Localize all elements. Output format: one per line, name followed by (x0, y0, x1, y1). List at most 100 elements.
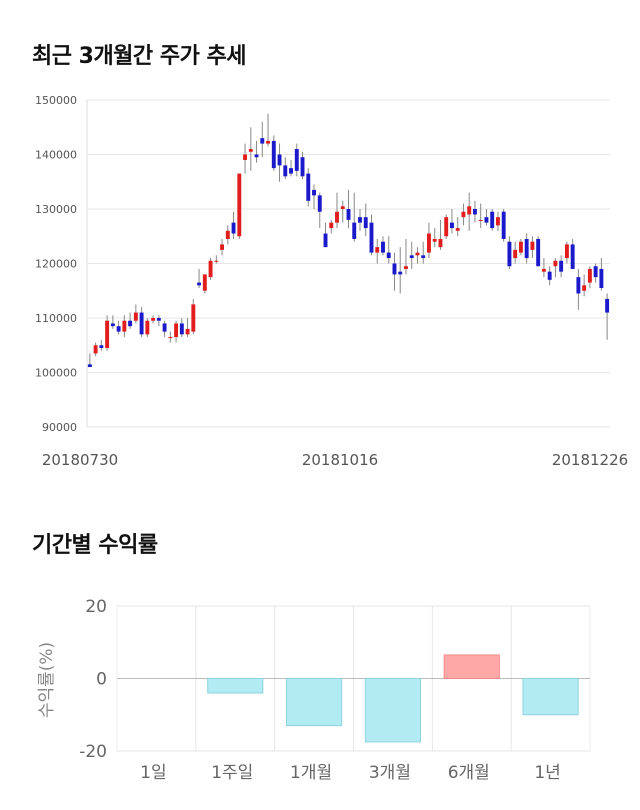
candle (231, 211, 236, 239)
candle (559, 255, 564, 278)
candle-body (455, 228, 460, 231)
candle (346, 189, 351, 229)
candle-body (404, 266, 408, 269)
candle (536, 236, 541, 267)
candle-body (283, 165, 288, 177)
candle (582, 274, 587, 297)
candle (220, 238, 225, 256)
returns-bar-chart: 20 0 -20 1일 1주일 1개월 3개월 6개월 1년 수익률(%) (37, 597, 591, 783)
candle-body (530, 241, 535, 250)
candle-body (599, 268, 604, 289)
candle-body (605, 298, 610, 313)
candle-body (335, 211, 339, 223)
candle-body (536, 238, 541, 267)
candle (553, 258, 558, 278)
y-tick-label: 120000 (35, 258, 77, 271)
candle-body (363, 217, 368, 229)
candle-body (191, 304, 196, 332)
candle-body (323, 233, 328, 248)
candle-body (248, 149, 253, 152)
candle (587, 266, 592, 289)
candle (139, 307, 144, 338)
candle (225, 225, 230, 245)
candle (392, 252, 397, 291)
y-tick-label: 140000 (35, 149, 77, 162)
candle-body (110, 323, 115, 327)
candle (513, 241, 518, 264)
candle (162, 320, 167, 338)
candle (145, 318, 150, 338)
candle (415, 247, 420, 264)
candle (243, 143, 248, 174)
candle-body (507, 241, 512, 267)
candle (363, 203, 368, 237)
candle-body (294, 149, 299, 171)
candle-body (472, 209, 477, 215)
candle-body (518, 241, 523, 253)
candle (518, 238, 523, 256)
period-returns-title: 기간별 수익률 (32, 533, 158, 558)
candle-body (231, 222, 236, 234)
candle-body (174, 323, 179, 338)
candle-body (145, 320, 150, 335)
candle-body (484, 217, 489, 223)
candle-body (271, 140, 276, 169)
candle (254, 140, 259, 163)
candle (564, 241, 569, 264)
candle-body (582, 285, 587, 291)
candle (335, 192, 339, 229)
candle (174, 320, 179, 343)
x-tick-label: 20181226 (552, 451, 628, 469)
candle-body (570, 244, 575, 269)
x-axis-ticks: 20180730 20181016 20181226 (42, 451, 628, 469)
candle-body (139, 312, 144, 335)
candle-body (225, 230, 230, 239)
candle (576, 268, 581, 310)
candle (237, 173, 242, 239)
candle (404, 238, 408, 275)
candle-body (358, 217, 362, 223)
candle-body (501, 211, 506, 239)
return-bar (207, 678, 264, 694)
candle-body (128, 320, 133, 327)
candle (352, 192, 357, 242)
candle (449, 209, 454, 234)
candle-body (162, 323, 167, 332)
candle-body (346, 209, 351, 220)
x-tick-label: 1년 (534, 763, 560, 783)
candle (323, 222, 328, 248)
y-tick-label: 100000 (35, 367, 77, 380)
bars (207, 654, 579, 743)
candle (358, 209, 362, 231)
candle-body (214, 260, 219, 262)
candle (386, 236, 391, 264)
candle-body (467, 206, 472, 215)
candle (427, 222, 431, 259)
candle (340, 200, 345, 223)
candle-body (524, 238, 529, 259)
candle (329, 219, 334, 234)
candle (398, 247, 403, 294)
candle (317, 192, 322, 229)
candle-body (93, 345, 98, 354)
candle (294, 143, 299, 177)
candle (432, 228, 437, 248)
candle (438, 219, 443, 250)
candle-body (277, 154, 282, 166)
y-axis-ticks: 150000 140000 130000 120000 110000 100000 9000… (35, 94, 77, 434)
return-bar (285, 678, 343, 727)
candlestick-chart: 150000 140000 130000 120000 110000 100000 9000… (35, 94, 628, 469)
candle (369, 214, 374, 256)
candle (105, 315, 110, 351)
candle (524, 233, 529, 264)
x-tick-label: 20180730 (42, 451, 118, 469)
y-tick-label: 90000 (42, 421, 77, 434)
candle (421, 241, 426, 264)
candle-body (289, 168, 293, 174)
y-axis-label: 수익률(%) (37, 642, 57, 718)
candle-body (415, 252, 420, 256)
candle-body (564, 244, 569, 259)
candle-body (202, 274, 207, 291)
candle (381, 236, 385, 256)
y-tick-label: 0 (96, 670, 107, 690)
